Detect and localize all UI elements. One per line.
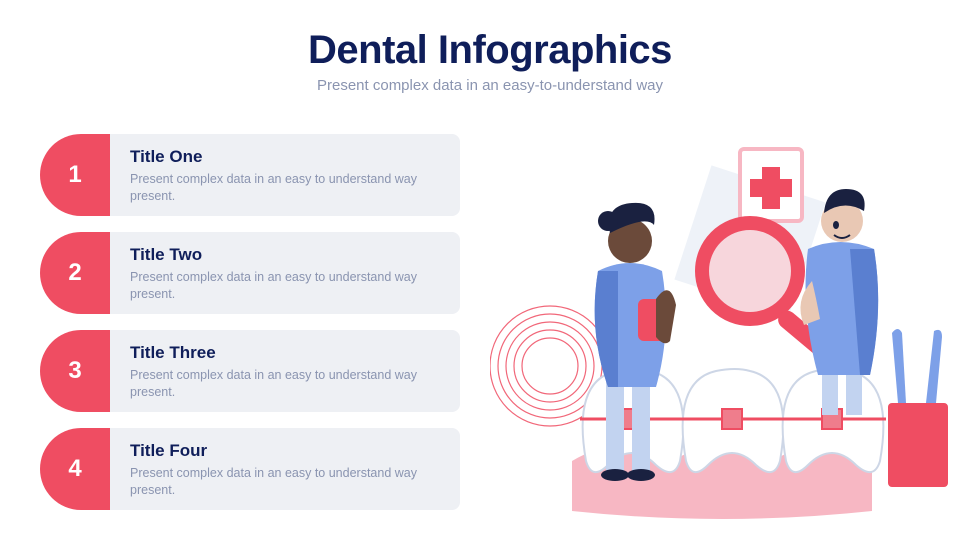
list-item: 3 Title Three Present complex data in an… — [40, 330, 460, 412]
item-body: Title Two Present complex data in an eas… — [110, 232, 460, 314]
info-list: 1 Title One Present complex data in an e… — [40, 134, 460, 510]
item-body: Title One Present complex data in an eas… — [110, 134, 460, 216]
tool-cup — [888, 329, 948, 487]
list-item: 4 Title Four Present complex data in an … — [40, 428, 460, 510]
item-desc: Present complex data in an easy to under… — [130, 171, 440, 206]
item-number-badge: 3 — [40, 330, 110, 412]
item-body: Title Three Present complex data in an e… — [110, 330, 460, 412]
medical-cross-icon — [740, 149, 802, 221]
list-item: 2 Title Two Present complex data in an e… — [40, 232, 460, 314]
item-desc: Present complex data in an easy to under… — [130, 367, 440, 402]
item-body: Title Four Present complex data in an ea… — [110, 428, 460, 510]
header: Dental Infographics Present complex data… — [0, 0, 980, 94]
item-desc: Present complex data in an easy to under… — [130, 465, 440, 500]
item-title: Title Two — [130, 245, 440, 265]
item-number-badge: 4 — [40, 428, 110, 510]
dental-tool-icon — [926, 330, 942, 403]
page-subtitle: Present complex data in an easy-to-under… — [0, 77, 980, 94]
item-number-badge: 1 — [40, 134, 110, 216]
dental-illustration — [490, 141, 950, 521]
item-title: Title Three — [130, 343, 440, 363]
item-number-badge: 2 — [40, 232, 110, 314]
list-item: 1 Title One Present complex data in an e… — [40, 134, 460, 216]
page-title: Dental Infographics — [0, 28, 980, 73]
dental-tool-icon — [892, 329, 906, 403]
item-desc: Present complex data in an easy to under… — [130, 269, 440, 304]
item-title: Title Four — [130, 441, 440, 461]
item-title: Title One — [130, 147, 440, 167]
